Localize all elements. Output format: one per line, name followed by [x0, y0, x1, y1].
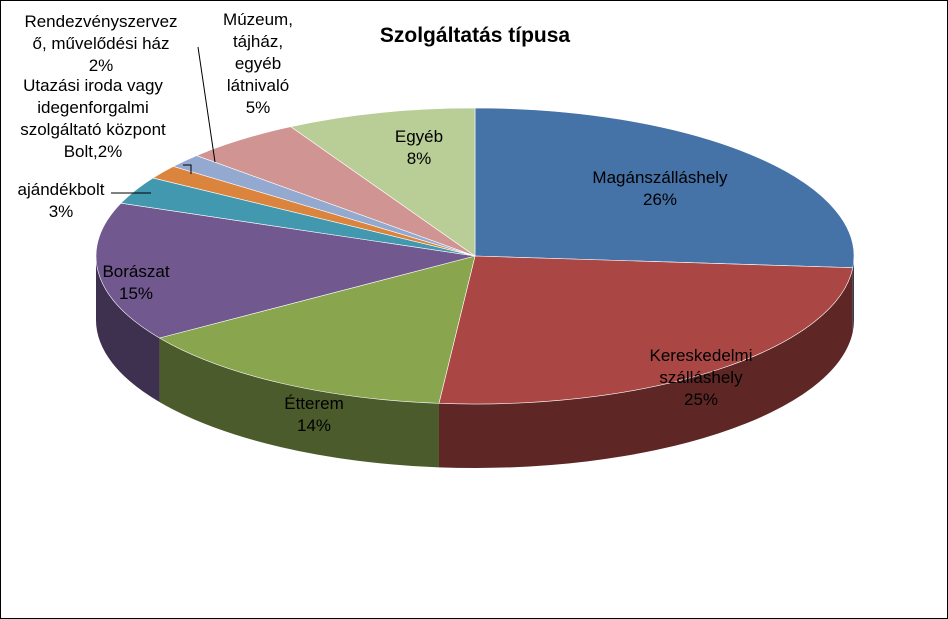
slice-label-1-line-0: Kereskedelmi	[650, 346, 753, 365]
slice-label-1-line-2: 25%	[684, 390, 718, 409]
pie-slice-8	[289, 107, 476, 257]
slice-label-5-line-3: Bolt,2%	[64, 142, 123, 161]
chart-title: Szolgáltatás típusa	[380, 24, 571, 47]
pie-side-2	[159, 337, 439, 468]
slice-label-6: Rendezvényszervez ő, művelődési ház 2%	[24, 12, 177, 75]
slice-label-3: Borászat 15%	[102, 262, 169, 303]
pie-slice-2	[158, 255, 476, 404]
slice-label-3-line-1: 15%	[119, 284, 153, 303]
slice-label-5: Utazási iroda vagy idegenforgalmi szolgált…	[20, 76, 166, 161]
leader-lines	[111, 46, 216, 194]
slice-label-1: Kereskedelmi szálláshely 25%	[650, 346, 753, 409]
slice-label-7-line-2: egyéb	[235, 54, 281, 73]
slice-label-1-line-1: szálláshely	[659, 368, 743, 387]
slice-label-6-line-1: ő, művelődési ház	[32, 34, 169, 53]
slice-labels: Magánszálláshely 26% Kereskedelmi szálláshe…	[18, 10, 753, 435]
slice-label-5-line-2: szolgáltató központ	[20, 120, 166, 139]
pie-slice-0	[474, 107, 855, 269]
slice-label-7-line-1: tájház,	[233, 32, 283, 51]
pie-slices	[95, 107, 855, 405]
slice-label-4: ajándékbolt 3%	[18, 180, 105, 221]
pie-side-0	[852, 256, 854, 332]
slice-label-7-line-0: Múzeum,	[223, 10, 293, 29]
slice-label-4-line-1: 3%	[49, 202, 74, 221]
slice-label-2-line-0: Étterem	[284, 394, 344, 413]
slice-label-7: Múzeum, tájház, egyéb látnivaló 5%	[223, 10, 293, 117]
slice-label-6-line-0: Rendezvényszervez	[24, 12, 177, 31]
slice-label-4-line-0: ajándékbolt	[18, 180, 105, 199]
slice-label-8: Egyéb 8%	[395, 127, 443, 168]
slice-label-5-line-0: Utazási iroda vagy	[23, 76, 163, 95]
pie-sides	[96, 256, 854, 468]
pie-side-3	[96, 256, 160, 402]
slice-label-7-line-3: látnivaló	[227, 76, 289, 95]
slice-label-0-line-0: Magánszálláshely	[592, 168, 728, 187]
pie-side-1	[438, 267, 853, 468]
slice-label-2: Étterem 14%	[284, 394, 344, 435]
slice-label-7-line-4: 5%	[246, 98, 271, 117]
slice-label-5-line-1: idegenforgalmi	[37, 98, 149, 117]
slice-label-0-line-1: 26%	[643, 190, 677, 209]
leader-line-5	[183, 164, 192, 174]
slice-label-8-line-0: Egyéb	[395, 127, 443, 146]
pie-slice-1	[438, 255, 854, 405]
leader-line-6	[197, 46, 216, 163]
slice-label-6-line-2: 2%	[89, 56, 114, 75]
slice-label-3-line-0: Borászat	[102, 262, 169, 281]
pie-slice-3	[95, 202, 476, 339]
slice-label-0: Magánszálláshely 26%	[592, 168, 728, 209]
slice-label-2-line-1: 14%	[297, 416, 331, 435]
slice-label-8-line-1: 8%	[407, 149, 432, 168]
